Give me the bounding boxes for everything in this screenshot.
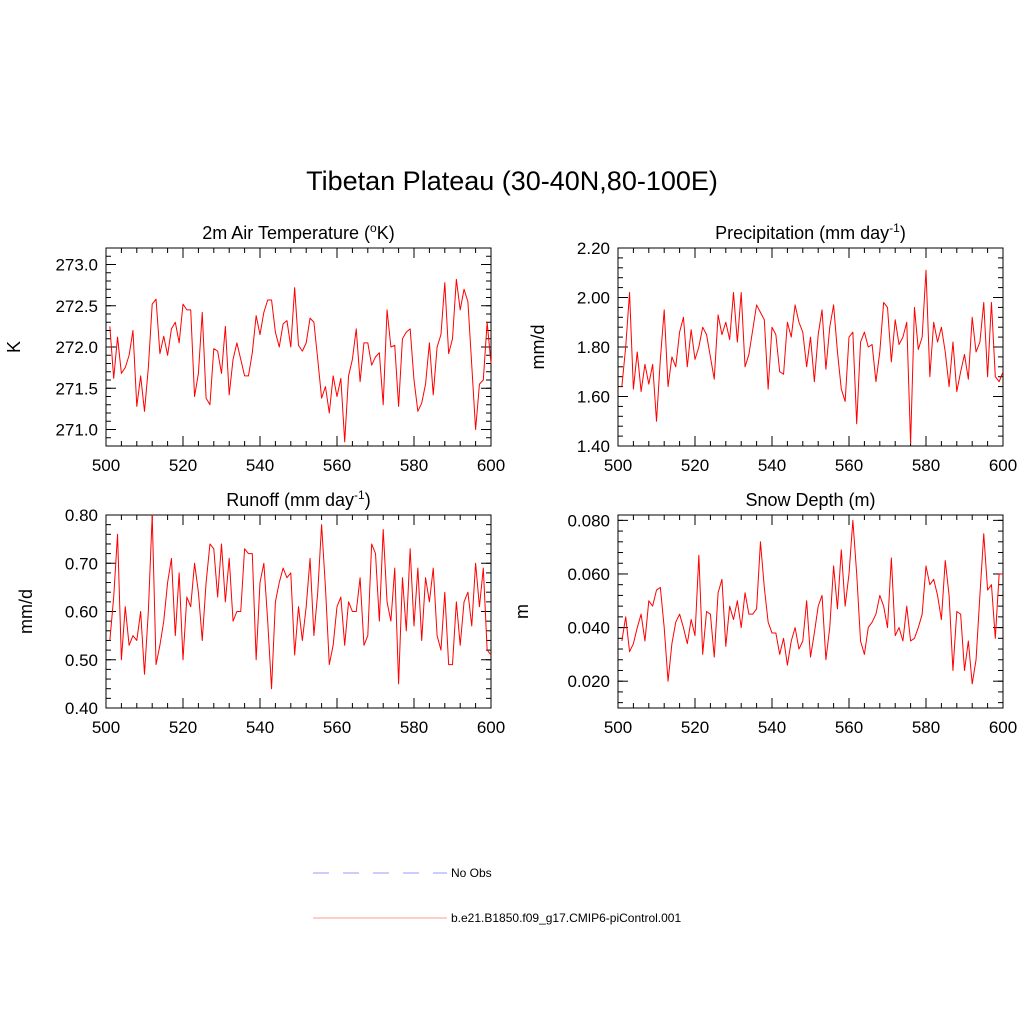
x-tick-label: 560 (835, 718, 863, 737)
y-tick-label: 0.40 (65, 699, 98, 718)
y-tick-label: 0.50 (65, 651, 98, 670)
x-tick-label: 500 (604, 718, 632, 737)
x-tick-label: 520 (681, 718, 709, 737)
series-line (621, 269, 1004, 445)
y-tick-label: 271.5 (55, 379, 98, 398)
x-tick-label: 600 (989, 718, 1017, 737)
series-line (109, 278, 492, 443)
y-tick-label: 1.80 (577, 338, 610, 357)
x-tick-label: 580 (912, 718, 940, 737)
y-tick-label: 272.0 (55, 338, 98, 357)
y-axis-label: mm/d (16, 589, 36, 634)
x-tick-label: 560 (835, 456, 863, 475)
x-tick-label: 600 (477, 456, 505, 475)
figure-title: Tibetan Plateau (30-40N,80-100E) (306, 166, 718, 196)
y-tick-label: 0.020 (567, 672, 610, 691)
y-tick-label: 2.00 (577, 289, 610, 308)
y-tick-label: 2.20 (577, 239, 610, 258)
precipitation-chart: Precipitation (mm day-1) 1.40 1.60 1.80 2.00… (528, 221, 1017, 475)
y-tick-label: 271.0 (55, 421, 98, 440)
x-tick-label: 500 (92, 456, 120, 475)
x-tick-label: 520 (169, 456, 197, 475)
chart-title: Runoff (mm day-1) (226, 488, 370, 510)
legend-model-label: b.e21.B1850.f09_g17.CMIP6-piControl.001 (451, 911, 681, 925)
plot-frame (617, 514, 1004, 709)
temperature-chart: 2m Air Temperature (oK) 271.0 271.5 272.0 27… (4, 221, 505, 475)
x-tick-label: 540 (758, 456, 786, 475)
x-tick-label: 600 (477, 718, 505, 737)
chart-temperature-panel: 2m Air Temperature (oK) 271.0 271.5 272.0 27… (0, 205, 512, 485)
x-tick-label: 560 (323, 456, 351, 475)
chart-precipitation-panel: Precipitation (mm day-1) 1.40 1.60 1.80 2.00… (512, 205, 1024, 485)
series-line (621, 519, 1003, 685)
x-tick-label: 560 (323, 718, 351, 737)
x-tick-label: 500 (604, 456, 632, 475)
chart-title: Precipitation (mm day-1) (715, 221, 906, 243)
y-tick-label: 0.60 (65, 603, 98, 622)
chart-title: Snow Depth (m) (745, 490, 875, 510)
x-tick-label: 580 (912, 456, 940, 475)
x-tick-label: 580 (400, 718, 428, 737)
legend-obs-label: No Obs (451, 866, 492, 880)
plot-frame (105, 247, 492, 447)
chart-snow-panel: Snow Depth (m) 0.020 0.040 0.060 0.080 500 520… (512, 475, 1024, 760)
x-tick-label: 520 (681, 456, 709, 475)
y-axis-label: m (512, 604, 532, 619)
x-tick-label: 600 (989, 456, 1017, 475)
snow-depth-chart: Snow Depth (m) 0.020 0.040 0.060 0.080 500 520… (512, 490, 1017, 737)
y-tick-label: 0.040 (567, 619, 610, 638)
y-axis-label: K (4, 341, 24, 353)
series-line (109, 514, 492, 690)
x-tick-label: 580 (400, 456, 428, 475)
y-tick-label: 0.060 (567, 565, 610, 584)
chart-title: 2m Air Temperature (oK) (202, 221, 394, 243)
y-axis-label: mm/d (528, 325, 548, 370)
y-tick-label: 1.60 (577, 388, 610, 407)
x-tick-label: 540 (246, 718, 274, 737)
plot-frame (617, 247, 1004, 447)
x-tick-label: 500 (92, 718, 120, 737)
x-tick-label: 520 (169, 718, 197, 737)
y-tick-label: 273.0 (55, 256, 98, 275)
y-tick-label: 0.70 (65, 554, 98, 573)
runoff-chart: Runoff (mm day-1) 0.40 0.50 0.60 0.70 0.80 500… (16, 488, 505, 737)
chart-runoff-panel: Runoff (mm day-1) 0.40 0.50 0.60 0.70 0.80 500… (0, 475, 512, 760)
y-tick-label: 0.80 (65, 506, 98, 525)
x-tick-label: 540 (246, 456, 274, 475)
y-tick-label: 0.080 (567, 511, 610, 530)
y-tick-label: 1.40 (577, 437, 610, 456)
x-tick-label: 540 (758, 718, 786, 737)
y-tick-label: 272.5 (55, 297, 98, 316)
